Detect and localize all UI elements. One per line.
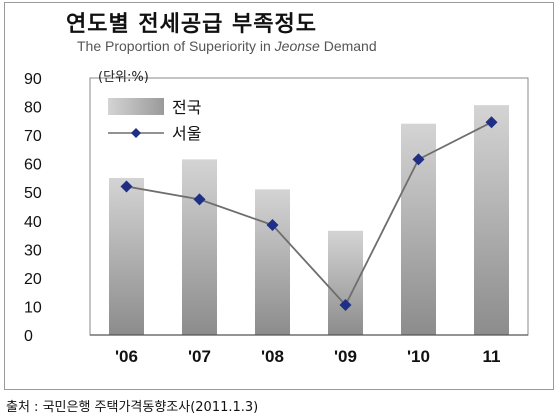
- subtitle-prefix: The Proportion of Superiority in: [77, 38, 275, 54]
- legend-marker-swatch: [131, 128, 141, 138]
- y-tick-label: 80: [24, 100, 42, 117]
- line-seoul: [126, 121, 492, 307]
- x-tick-label: '06: [115, 347, 138, 366]
- subtitle-suffix: Demand: [319, 38, 377, 54]
- unit-label: (단위:%): [98, 70, 149, 85]
- chart-subtitle: The Proportion of Superiority in Jeonse …: [77, 38, 377, 54]
- bar-national: [328, 230, 363, 335]
- plot-area-border: [89, 77, 529, 336]
- chart-title: 연도별 전세공급 부족정도: [66, 12, 317, 37]
- legend: 전국 서울: [108, 98, 201, 143]
- x-tick-label: '09: [334, 347, 357, 366]
- bar-national: [255, 189, 290, 335]
- marker-seoul: [412, 153, 425, 166]
- marker-seoul: [485, 116, 498, 129]
- marker-seoul: [193, 193, 206, 206]
- bar-national: [109, 177, 144, 335]
- y-tick-label: 70: [24, 128, 42, 145]
- y-tick-label: 30: [24, 242, 42, 259]
- y-tick-label: 0: [24, 328, 33, 345]
- x-tick-label: '07: [188, 347, 211, 366]
- legend-label-seoul: 서울: [172, 124, 201, 143]
- legend-label-national: 전국: [172, 98, 201, 117]
- subtitle-italic: Jeonse: [274, 38, 320, 54]
- legend-bar-swatch: [108, 98, 164, 115]
- y-tick-label: 90: [24, 71, 42, 88]
- y-tick-label: 40: [24, 214, 42, 231]
- x-tick-label: '10: [407, 347, 430, 366]
- y-tick-label: 20: [24, 271, 42, 288]
- bar-national: [474, 105, 509, 335]
- marker-seoul: [339, 299, 352, 312]
- x-tick-label: '08: [261, 347, 284, 366]
- marker-seoul: [266, 219, 279, 232]
- marker-seoul: [120, 180, 133, 193]
- source-note: 출처 : 국민은행 주택가격동향조사(2011.1.3): [6, 400, 259, 415]
- bar-national: [182, 159, 217, 335]
- y-tick-label: 10: [24, 299, 42, 316]
- y-tick-label: 50: [24, 185, 42, 202]
- x-tick-label: 11: [483, 347, 501, 366]
- y-tick-label: 60: [24, 157, 42, 174]
